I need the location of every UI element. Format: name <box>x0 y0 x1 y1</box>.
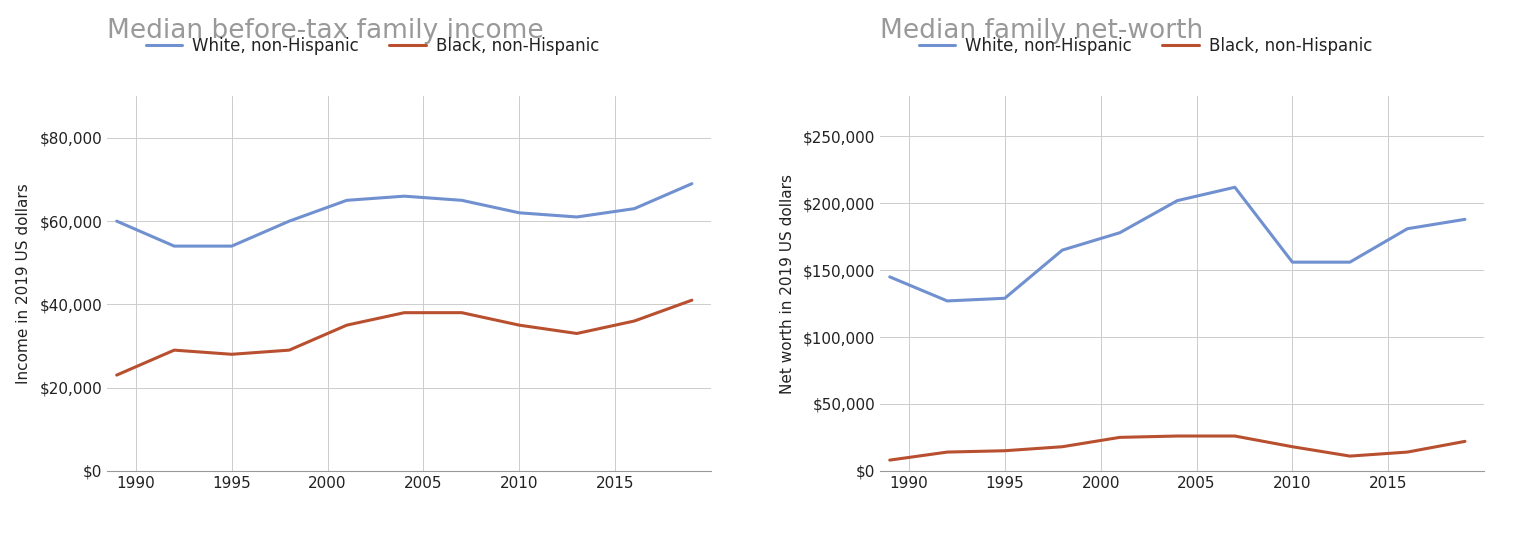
Line: Black, non-Hispanic: Black, non-Hispanic <box>890 436 1464 460</box>
Text: Median family net-worth: Median family net-worth <box>880 18 1204 44</box>
White, non-Hispanic <box>996 295 1014 301</box>
White, non-Hispanic <box>1053 247 1071 254</box>
White, non-Hispanic <box>222 243 240 249</box>
Black, non-Hispanic <box>1053 444 1071 450</box>
White, non-Hispanic <box>1111 230 1129 236</box>
Black, non-Hispanic <box>107 372 125 378</box>
White, non-Hispanic <box>107 218 125 224</box>
Black, non-Hispanic <box>1284 444 1302 450</box>
Black, non-Hispanic <box>1167 433 1186 439</box>
Black, non-Hispanic <box>626 318 644 324</box>
Black, non-Hispanic <box>222 351 240 357</box>
White, non-Hispanic <box>1284 259 1302 265</box>
White, non-Hispanic <box>280 218 298 224</box>
Black, non-Hispanic <box>509 322 528 328</box>
White, non-Hispanic <box>938 297 956 304</box>
White, non-Hispanic <box>453 197 471 203</box>
Black, non-Hispanic <box>395 309 413 316</box>
Line: White, non-Hispanic: White, non-Hispanic <box>890 187 1464 301</box>
Black, non-Hispanic <box>453 309 471 316</box>
Legend: White, non-Hispanic, Black, non-Hispanic: White, non-Hispanic, Black, non-Hispanic <box>145 37 600 55</box>
White, non-Hispanic <box>682 180 701 187</box>
Black, non-Hispanic <box>1398 449 1417 455</box>
White, non-Hispanic <box>568 214 586 220</box>
Black, non-Hispanic <box>938 449 956 455</box>
White, non-Hispanic <box>165 243 184 249</box>
Black, non-Hispanic <box>165 347 184 353</box>
White, non-Hispanic <box>1455 216 1473 223</box>
White, non-Hispanic <box>881 274 900 280</box>
White, non-Hispanic <box>1398 226 1417 232</box>
White, non-Hispanic <box>626 205 644 212</box>
Line: White, non-Hispanic: White, non-Hispanic <box>116 184 692 246</box>
Black, non-Hispanic <box>1226 433 1244 439</box>
Black, non-Hispanic <box>1111 434 1129 441</box>
Text: Median before-tax family income: Median before-tax family income <box>107 18 543 44</box>
Black, non-Hispanic <box>996 447 1014 454</box>
Black, non-Hispanic <box>682 297 701 303</box>
Legend: White, non-Hispanic, Black, non-Hispanic: White, non-Hispanic, Black, non-Hispanic <box>918 37 1372 55</box>
Black, non-Hispanic <box>1340 453 1359 459</box>
Black, non-Hispanic <box>568 330 586 337</box>
Black, non-Hispanic <box>1455 438 1473 445</box>
White, non-Hispanic <box>1167 197 1186 204</box>
Line: Black, non-Hispanic: Black, non-Hispanic <box>116 300 692 375</box>
White, non-Hispanic <box>1340 259 1359 265</box>
White, non-Hispanic <box>395 193 413 200</box>
White, non-Hispanic <box>338 197 356 203</box>
Black, non-Hispanic <box>881 457 900 463</box>
Y-axis label: Net worth in 2019 US dollars: Net worth in 2019 US dollars <box>780 173 794 394</box>
White, non-Hispanic <box>509 210 528 216</box>
White, non-Hispanic <box>1226 184 1244 190</box>
Y-axis label: Income in 2019 US dollars: Income in 2019 US dollars <box>15 183 31 384</box>
Black, non-Hispanic <box>338 322 356 328</box>
Black, non-Hispanic <box>280 347 298 353</box>
